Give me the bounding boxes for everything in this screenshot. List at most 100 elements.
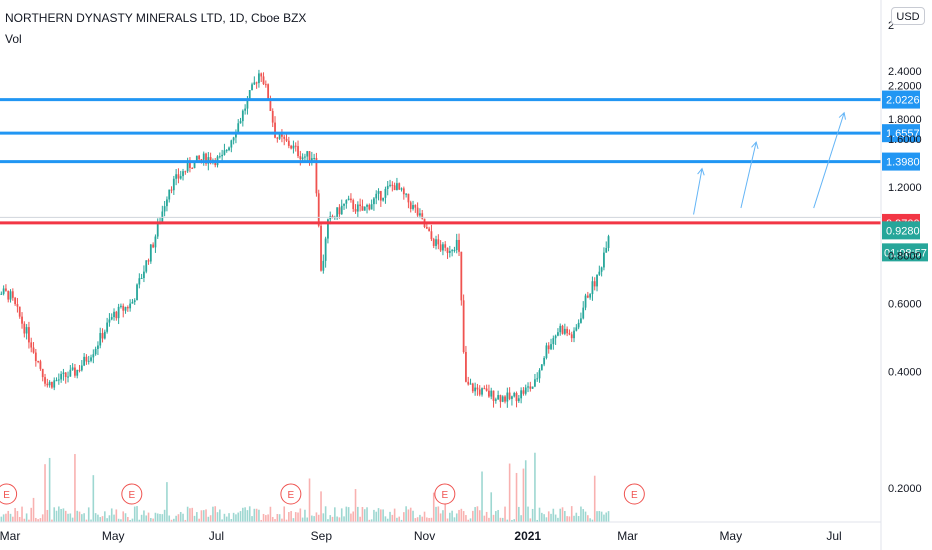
volume-bar [442, 510, 444, 522]
candle-body [205, 153, 207, 164]
trend-arrow-line [740, 141, 757, 209]
volume-bar [304, 509, 306, 522]
candle-body [69, 369, 72, 377]
volume-bar [46, 509, 49, 522]
volume-bar [184, 519, 187, 522]
candle-body [108, 319, 111, 323]
candle-body [152, 244, 155, 248]
volume-bar [83, 513, 85, 522]
volume-bar [64, 510, 67, 522]
volume-bar [281, 518, 283, 522]
volume-bar [370, 519, 373, 522]
volume-bar [200, 510, 203, 522]
y-tick-label: 1.6000 [888, 134, 922, 146]
volume-bar [122, 511, 125, 522]
volume-bar [25, 513, 28, 522]
candle-body [310, 158, 313, 161]
volume-bar [260, 519, 263, 522]
candle-body [110, 317, 113, 320]
candle-body [64, 372, 67, 378]
candle-body [483, 388, 486, 390]
candle-body [131, 302, 134, 304]
candle-body [239, 121, 242, 124]
volume-bar [101, 516, 104, 522]
volume-bar [41, 514, 44, 522]
volume-bar [166, 482, 168, 522]
volume-bar [113, 514, 115, 522]
volume-bar [568, 516, 571, 522]
candle-body [573, 330, 575, 339]
candle-body [531, 386, 534, 389]
volume-bar [384, 516, 387, 522]
candle-body [515, 393, 518, 402]
candle-body [225, 150, 228, 152]
candle-body [189, 161, 191, 169]
volume-bar [600, 511, 603, 522]
volume-bar [152, 518, 154, 522]
candle-body [591, 281, 594, 295]
candle-body [494, 399, 497, 401]
volume-bar [177, 514, 180, 522]
volume-bar [5, 513, 7, 522]
candlesticks [0, 69, 610, 408]
volume-bar [557, 517, 559, 522]
volume-bar [405, 506, 407, 522]
volume-bar [460, 508, 463, 522]
volume-bar [87, 507, 90, 522]
candle-body [177, 174, 180, 179]
volume-bar [361, 507, 364, 522]
candle-body [437, 239, 440, 245]
volume-bar [133, 506, 136, 522]
candle-body [232, 137, 235, 141]
candle-body [143, 271, 145, 279]
volume-bar [552, 508, 555, 522]
candle-body [175, 174, 178, 179]
candle-body [170, 189, 173, 191]
volume-bar [94, 513, 97, 522]
candle-body [292, 145, 295, 149]
candle-body [195, 155, 198, 161]
candle-body [506, 392, 509, 402]
y-tick-label: 0.8000 [888, 250, 922, 262]
candle-body [258, 73, 260, 84]
volume-bar [230, 519, 233, 522]
candle-body [439, 244, 442, 251]
candle-body [53, 380, 56, 388]
volume-bar [400, 519, 403, 522]
volume-bars [0, 452, 610, 522]
volume-bar [582, 509, 585, 522]
candle-body [94, 348, 97, 355]
candle-body [607, 236, 610, 248]
volume-bar [228, 513, 230, 522]
volume-bar [124, 513, 127, 522]
volume-bar [205, 509, 207, 522]
volume-bar [2, 514, 5, 522]
earnings-marker-label: E [631, 490, 638, 501]
candle-body [451, 250, 454, 252]
candle-body [536, 378, 539, 380]
x-tick-label: 2021 [514, 529, 541, 543]
candle-body [527, 386, 529, 388]
annotation-arrows [693, 111, 846, 215]
volume-bar [603, 514, 605, 522]
candle-body [202, 153, 205, 160]
volume-bar [529, 518, 532, 522]
candle-body [379, 191, 382, 201]
currency-button[interactable]: USD [891, 7, 925, 25]
volume-bar [216, 512, 219, 522]
volume-bar [534, 452, 536, 522]
volume-bar [313, 516, 315, 522]
volume-bar [198, 518, 200, 522]
volume-bar [366, 507, 368, 522]
x-tick-label: Mar [0, 529, 20, 543]
candle-body [419, 213, 421, 216]
volume-bar [62, 508, 65, 522]
x-tick-label: Jul [826, 529, 841, 543]
candle-body [373, 198, 375, 205]
volume-bar [69, 513, 72, 522]
volume-bar [508, 463, 511, 522]
volume-bar [255, 508, 258, 522]
volume-bar [58, 506, 60, 522]
volume-bar [511, 519, 513, 522]
